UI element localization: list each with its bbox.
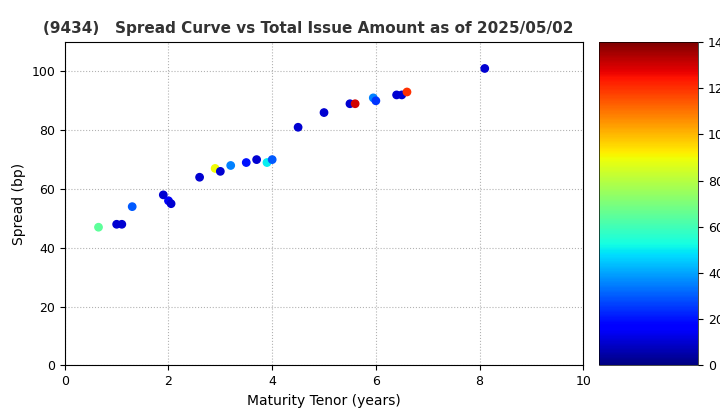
Point — [349, 100, 361, 107]
Point — [240, 159, 252, 166]
Point — [391, 92, 402, 98]
X-axis label: Maturity Tenor (years): Maturity Tenor (years) — [247, 394, 401, 408]
Point — [318, 109, 330, 116]
Point — [344, 100, 356, 107]
Point — [166, 200, 177, 207]
Point — [194, 174, 205, 181]
Point — [116, 221, 127, 228]
Point — [111, 221, 122, 228]
Point — [367, 94, 379, 101]
Point — [266, 156, 278, 163]
Point — [261, 159, 273, 166]
Y-axis label: Spread (bp): Spread (bp) — [12, 163, 26, 245]
Point — [370, 97, 382, 104]
Point — [251, 156, 262, 163]
Point — [215, 168, 226, 175]
Point — [401, 89, 413, 95]
Point — [225, 162, 236, 169]
Point — [292, 124, 304, 131]
Point — [163, 197, 174, 204]
Point — [479, 65, 490, 72]
Point — [93, 224, 104, 231]
Point — [127, 203, 138, 210]
Point — [210, 165, 221, 172]
Point — [158, 192, 169, 198]
Text: (9434)   Spread Curve vs Total Issue Amount as of 2025/05/02: (9434) Spread Curve vs Total Issue Amoun… — [43, 21, 574, 36]
Point — [396, 92, 408, 98]
